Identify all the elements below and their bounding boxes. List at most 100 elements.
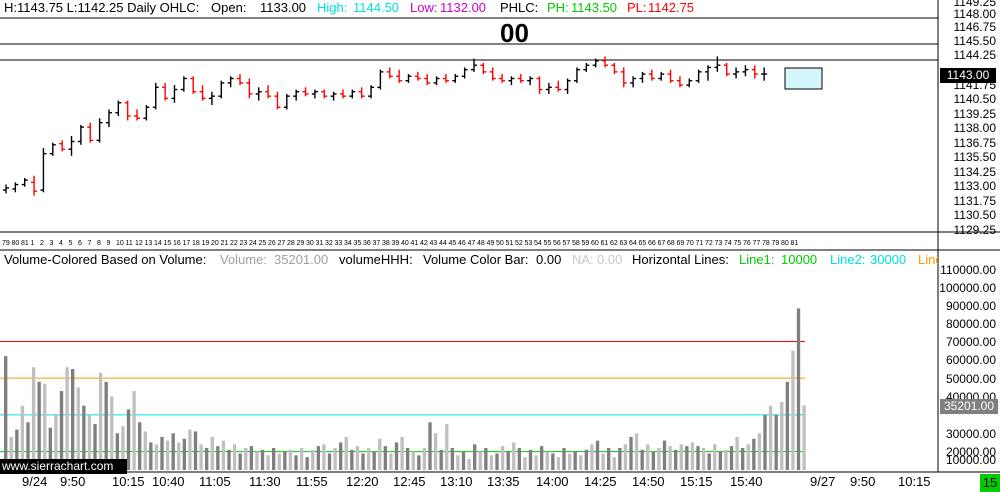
ohlc-bar: [152, 82, 159, 110]
ohlc-bar: [639, 71, 646, 83]
volume-bar: [607, 447, 611, 470]
time-tick-label: 11:30: [249, 474, 281, 489]
volume-tick-label: 20000.00: [945, 445, 996, 459]
time-tick-label: 13:35: [487, 474, 520, 489]
volume-bar: [227, 449, 231, 470]
bar-number: 39: [391, 240, 400, 247]
time-tick-label: 9/27: [810, 474, 836, 489]
volume-bar: [238, 453, 242, 470]
ohlc-bar: [199, 85, 206, 101]
volume-bar: [701, 447, 706, 470]
bar-number: 72: [705, 240, 713, 247]
ohlc-bar: [517, 74, 524, 83]
volume-bar: [512, 442, 516, 470]
high-value: 1144.50: [353, 0, 400, 15]
ohlc-bar: [59, 140, 66, 152]
volume-bar: [729, 446, 734, 470]
volume-bar: [311, 449, 315, 470]
ohlc-bar: [602, 56, 609, 68]
volume-bar: [322, 444, 326, 470]
time-tick-label: 11:05: [199, 474, 231, 489]
ohlc-bar: [508, 76, 515, 86]
volume-bar: [500, 446, 505, 470]
ohlc-bar: [461, 67, 468, 79]
ohlc-bar: [564, 78, 571, 94]
volume-bar: [707, 453, 711, 470]
volume-bar: [355, 446, 360, 470]
ohlc-bar: [293, 89, 300, 101]
bar-number: 77: [752, 240, 761, 247]
volume-bar: [467, 458, 471, 470]
bar-number: 81: [790, 240, 799, 247]
selection-box: [784, 67, 823, 90]
volume-bar: [177, 442, 181, 470]
price-tick-label: 1146.75: [953, 20, 997, 34]
volume-bar: [674, 449, 678, 470]
volume-bar: [26, 422, 30, 470]
line2-value: 30000: [870, 252, 907, 267]
phlc-label: PHLC:: [500, 0, 539, 15]
volume-bar: [746, 444, 750, 470]
volume-bar: [160, 436, 164, 470]
hl-readout: H:1143.75 L:1142.25 Daily OHLC:: [4, 0, 200, 15]
time-tick-label: 9:50: [60, 474, 86, 489]
time-tick-label: 15:40: [730, 474, 763, 489]
volume-bar: [299, 447, 304, 470]
bar-number: 27: [277, 240, 286, 247]
ohlc-bar: [218, 80, 225, 99]
volume-bar: [668, 446, 672, 470]
timeframe-badge[interactable]: 15: [980, 474, 1000, 492]
bar-number: 30: [306, 240, 314, 247]
volume-tick-label: 10000.00: [945, 453, 996, 467]
ohlc-bar: [283, 93, 290, 110]
ohlc-bar: [208, 91, 215, 106]
volume-bar: [327, 453, 332, 470]
volume-bar: [791, 350, 795, 470]
bar-number: 57: [562, 240, 571, 247]
ohlc-bar: [246, 78, 253, 99]
ohlc-bar: [620, 67, 627, 88]
ohlc-bar: [592, 58, 599, 68]
time-tick-label: 15:15: [680, 474, 713, 489]
ohlc-bar: [695, 69, 702, 83]
volume-bar: [210, 436, 214, 470]
bar-number: 50: [496, 240, 504, 247]
ohlc-bar: [162, 82, 169, 101]
volume-bar: [634, 433, 639, 470]
volume-study-label: Volume-Colored Based on Volume:: [4, 252, 207, 267]
sierrachart-watermark[interactable]: www.sierrachart.com: [0, 459, 127, 474]
price-tick-label: 1135.50: [953, 150, 997, 164]
volume-bar: [484, 447, 488, 470]
ohlc-bar: [751, 65, 758, 79]
price-tick-label: 1140.50: [953, 92, 997, 106]
line1-label: Line1:: [739, 252, 775, 267]
bar-number: 33: [334, 240, 343, 247]
price-tick-label: 1133.00: [953, 179, 997, 193]
volume-bar: [205, 447, 209, 470]
na-value: 0.00: [597, 252, 623, 267]
bar-number: 4: [59, 240, 63, 247]
volume-bar: [489, 455, 494, 470]
ohlc-bar: [424, 74, 431, 86]
bar-number: 81: [21, 240, 29, 247]
volume-bar: [456, 455, 460, 470]
bar-number: 79: [2, 240, 10, 247]
ohlc-bar: [227, 76, 234, 88]
volume-bar: [216, 446, 220, 470]
low-value: 1132.00: [440, 0, 487, 15]
chart-frame: [0, 0, 1000, 473]
bar-number: 58: [572, 240, 580, 247]
volume-bar: [15, 429, 19, 470]
price-tick-label: 1129.25: [953, 223, 997, 237]
price-tick-label: 1148.00: [953, 7, 997, 21]
volume-bar: [780, 402, 784, 470]
bar-number: 67: [657, 240, 666, 247]
volume-bar: [601, 453, 605, 470]
pl-value: 1142.75: [648, 0, 695, 15]
big-label: 00: [500, 18, 529, 48]
ohlc-bar: [12, 182, 19, 193]
ohlc-bar: [723, 63, 730, 77]
bar-number: 68: [667, 240, 675, 247]
volume-tick-label: 90000.00: [945, 299, 996, 313]
